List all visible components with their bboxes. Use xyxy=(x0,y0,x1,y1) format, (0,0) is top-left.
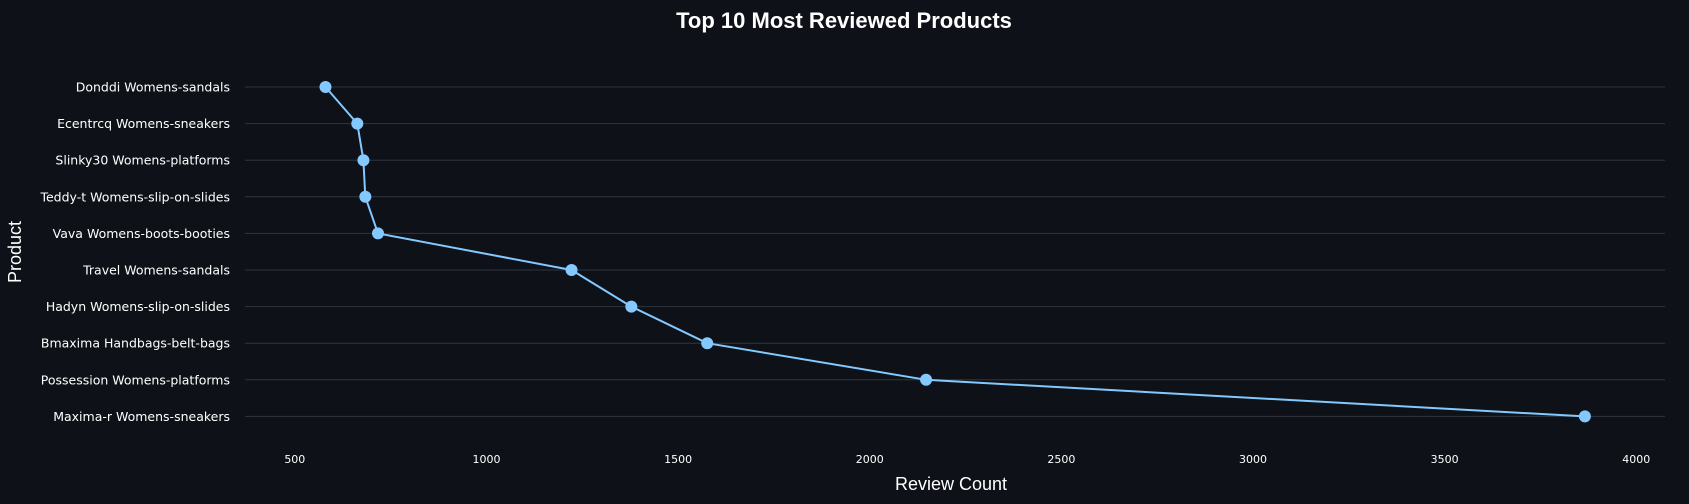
gridlines xyxy=(245,86,1665,417)
data-point[interactable] xyxy=(565,264,578,276)
data-point[interactable] xyxy=(625,300,638,313)
y-tick-label: Bmaxima Handbags-belt-bags xyxy=(41,336,230,351)
y-axis-tick-labels: Donddi Womens-sandals Ecentrcq Womens-sne… xyxy=(39,80,230,424)
data-point[interactable] xyxy=(1578,410,1591,423)
x-axis-tick-labels: 500 1000 1500 2000 2500 3000 3500 4000 xyxy=(284,453,1650,466)
data-point[interactable] xyxy=(371,227,384,240)
x-tick-label: 2500 xyxy=(1047,453,1075,466)
data-point[interactable] xyxy=(920,373,933,386)
x-tick-label: 3500 xyxy=(1431,453,1459,466)
x-tick-label: 1000 xyxy=(472,453,500,466)
x-tick-label: 3000 xyxy=(1239,453,1267,466)
y-tick-label: Hadyn Womens-slip-on-slides xyxy=(46,299,230,314)
y-tick-label: Travel Womens-sandals xyxy=(82,263,230,278)
y-tick-label: Possession Womens-platforms xyxy=(41,372,230,387)
y-tick-label: Teddy-t Womens-slip-on-slides xyxy=(39,189,230,204)
y-tick-label: Slinky30 Womens-platforms xyxy=(55,153,230,168)
x-tick-label: 500 xyxy=(284,453,305,466)
chart-title: Top 10 Most Reviewed Products xyxy=(676,8,1012,33)
x-axis-title: Review Count xyxy=(895,474,1007,494)
y-tick-label: Ecentrcq Womens-sneakers xyxy=(57,116,230,131)
y-axis-title: Product xyxy=(5,221,25,283)
data-point[interactable] xyxy=(351,117,364,130)
x-tick-label: 1500 xyxy=(664,453,692,466)
y-tick-label: Maxima-r Womens-sneakers xyxy=(53,409,230,424)
y-tick-label: Donddi Womens-sandals xyxy=(76,80,230,95)
data-point[interactable] xyxy=(319,81,332,93)
data-point[interactable] xyxy=(359,190,372,203)
x-tick-label: 2000 xyxy=(856,453,884,466)
x-tick-label: 4000 xyxy=(1622,453,1650,466)
series-line xyxy=(324,86,1585,418)
data-point[interactable] xyxy=(701,337,714,350)
data-point[interactable] xyxy=(357,154,370,167)
series xyxy=(319,81,1591,423)
y-tick-label: Vava Womens-boots-booties xyxy=(53,226,230,241)
